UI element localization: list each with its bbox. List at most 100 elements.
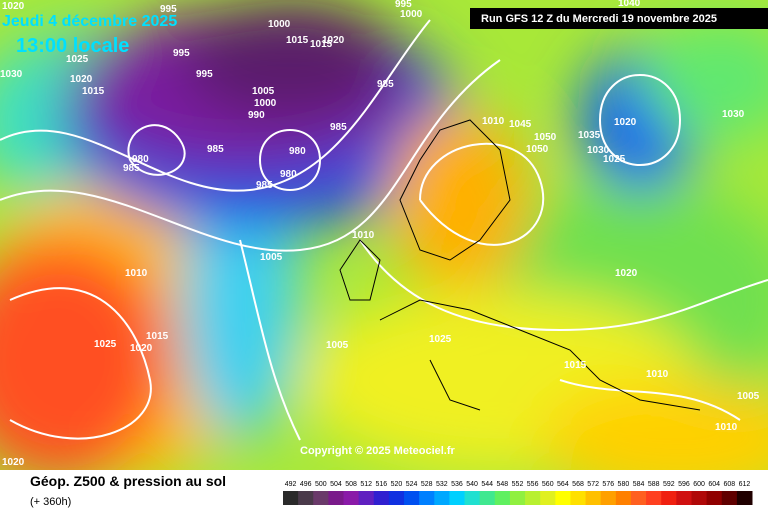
isobar-label: 995 [196, 69, 213, 80]
isobar-label: 995 [160, 4, 177, 15]
colorbar-label: 556 [527, 481, 539, 488]
colorbar-label: 540 [466, 481, 478, 488]
colorbar-label: 520 [391, 481, 403, 488]
coastlines [339, 119, 701, 411]
isobar-label: 1040 [618, 0, 641, 9]
colorbar-label: 612 [739, 481, 751, 488]
colorbar-label: 492 [285, 481, 297, 488]
isobar-label: 985 [330, 122, 347, 133]
isobar-label: 985 [207, 144, 224, 155]
date-label: Jeudi 4 décembre 2025 [2, 13, 177, 30]
colorbar-swatch [555, 491, 571, 505]
colorbar-swatch [373, 491, 390, 505]
colorbar-label: 532 [436, 481, 448, 488]
isobar-label: 980 [132, 154, 149, 165]
isobar-label: 1025 [429, 334, 452, 345]
colorbar-label: 596 [678, 481, 690, 488]
colorbar-swatch [464, 491, 481, 505]
isobar-label: 1005 [737, 391, 760, 402]
isobar-label: 980 [280, 169, 297, 180]
colorbar-label: 500 [315, 481, 327, 488]
isobar-label: 995 [395, 0, 412, 10]
isobar-label: 1020 [322, 35, 345, 46]
isobar-label: 1020 [70, 74, 93, 85]
colorbar-swatch [600, 491, 617, 505]
colorbar-swatch [479, 491, 496, 505]
isobar-label: 1010 [715, 422, 738, 433]
isobar-label: 1010 [125, 268, 148, 279]
colorbar-swatch [313, 491, 329, 505]
isobar-label: 1045 [509, 119, 532, 130]
isobar-label: 980 [289, 146, 306, 157]
colorbar-label: 580 [618, 481, 630, 488]
colorbar-label: 572 [587, 481, 599, 488]
colorbar-label: 576 [602, 481, 614, 488]
colorbar-swatch [676, 491, 692, 505]
isobar-label: 1025 [66, 54, 89, 65]
isobar-label: 1020 [615, 268, 638, 279]
isobar-label: 1015 [564, 360, 587, 371]
isobars [0, 19, 768, 441]
isobar-label: 1015 [82, 86, 105, 97]
run-label: Run GFS 12 Z du Mercredi 19 novembre 202… [481, 13, 717, 25]
colorbar-swatch [615, 491, 632, 505]
colorbar-label: 516 [375, 481, 387, 488]
isobar-label: 1030 [0, 69, 23, 80]
colorbar-label: 512 [360, 481, 372, 488]
colorbar-swatch [736, 491, 753, 505]
footer-title: Géop. Z500 & pression au sol [30, 473, 226, 489]
isobar-label: 1015 [146, 331, 169, 342]
colorbar-swatch [404, 491, 420, 505]
colorbar-swatch [706, 491, 723, 505]
colorbar-swatch [449, 491, 466, 505]
copyright: Copyright © 2025 Meteociel.fr [300, 445, 456, 457]
isobar-label: 1025 [94, 339, 117, 350]
colorbar-swatch [570, 491, 587, 505]
colorbar-swatch [646, 491, 662, 505]
colorbar-label: 592 [663, 481, 675, 488]
isobar-label: 1025 [603, 154, 626, 165]
field [0, 0, 768, 500]
colorbar-swatch [434, 491, 450, 505]
isobar-label: 1020 [2, 457, 25, 468]
footer-lead: (+ 360h) [30, 496, 71, 508]
colorbar-swatch [585, 491, 602, 505]
colorbar-label: 608 [723, 481, 735, 488]
colorbar-swatch [358, 491, 375, 505]
colorbar-swatch [283, 491, 299, 505]
colorbar-label: 504 [330, 481, 342, 488]
isobar-label: 985 [123, 163, 140, 174]
time-label: 13:00 locale [16, 35, 129, 57]
colorbar-label: 604 [708, 481, 720, 488]
isobar-label: 1000 [268, 19, 291, 30]
isobar-label: 1005 [252, 86, 275, 97]
colorbar-label: 560 [542, 481, 554, 488]
colorbar-label: 508 [345, 481, 357, 488]
isobar-label: 1005 [326, 340, 349, 351]
isobar-label: 1050 [534, 132, 557, 143]
isobar-label: 1000 [254, 98, 277, 109]
isobar-label: 990 [248, 110, 265, 121]
isobar-label: 985 [377, 79, 394, 90]
isobar-label: 1020 [614, 117, 637, 128]
colorbar-swatch [540, 491, 556, 505]
isobar-label: 1000 [400, 9, 423, 20]
colorbar-label: 496 [300, 481, 312, 488]
isobar-label: 1020 [2, 1, 25, 12]
isobar-label: 1030 [587, 145, 610, 156]
isobar-label: 995 [173, 48, 190, 59]
colorbar-label: 564 [557, 481, 569, 488]
colorbar-swatch [328, 491, 345, 505]
colorbar-label: 544 [481, 481, 493, 488]
colorbar-swatch [630, 491, 647, 505]
isobar-label: 1010 [352, 230, 375, 241]
isobar-label: 1015 [286, 35, 309, 46]
colorbar-swatch [525, 491, 541, 505]
isobar-label: 985 [256, 180, 273, 191]
colorbar-swatch [509, 491, 526, 505]
isobar-label: 1005 [260, 252, 283, 263]
colorbar-label: 600 [693, 481, 705, 488]
run-box [470, 8, 768, 29]
